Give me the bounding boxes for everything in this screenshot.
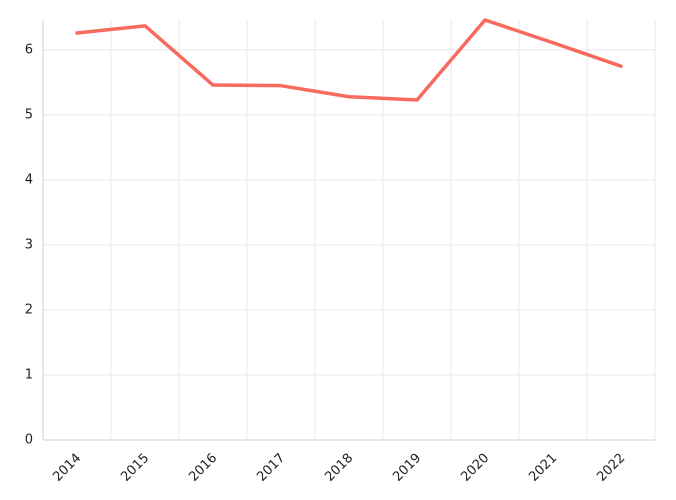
y-tick-label: 2 (25, 302, 33, 317)
x-tick-label: 2014 (50, 451, 84, 485)
x-tick-label: 2022 (594, 451, 628, 485)
x-tick-label: 2020 (458, 451, 492, 485)
x-tick-label: 2015 (118, 451, 152, 485)
y-tick-label: 4 (25, 172, 33, 187)
y-tick-label: 5 (25, 107, 33, 122)
line-series (75, 18, 623, 102)
x-tick-label: 2016 (186, 451, 220, 485)
y-tick-label: 0 (25, 433, 33, 448)
x-tick-label: 2021 (526, 451, 560, 485)
x-tick-label: 2019 (390, 451, 424, 485)
y-tick-label: 6 (25, 42, 33, 57)
y-tick-label: 1 (25, 367, 33, 382)
x-tick-label: 2018 (322, 451, 356, 485)
y-tick-label: 3 (25, 237, 33, 252)
x-tick-label: 2017 (254, 451, 288, 485)
